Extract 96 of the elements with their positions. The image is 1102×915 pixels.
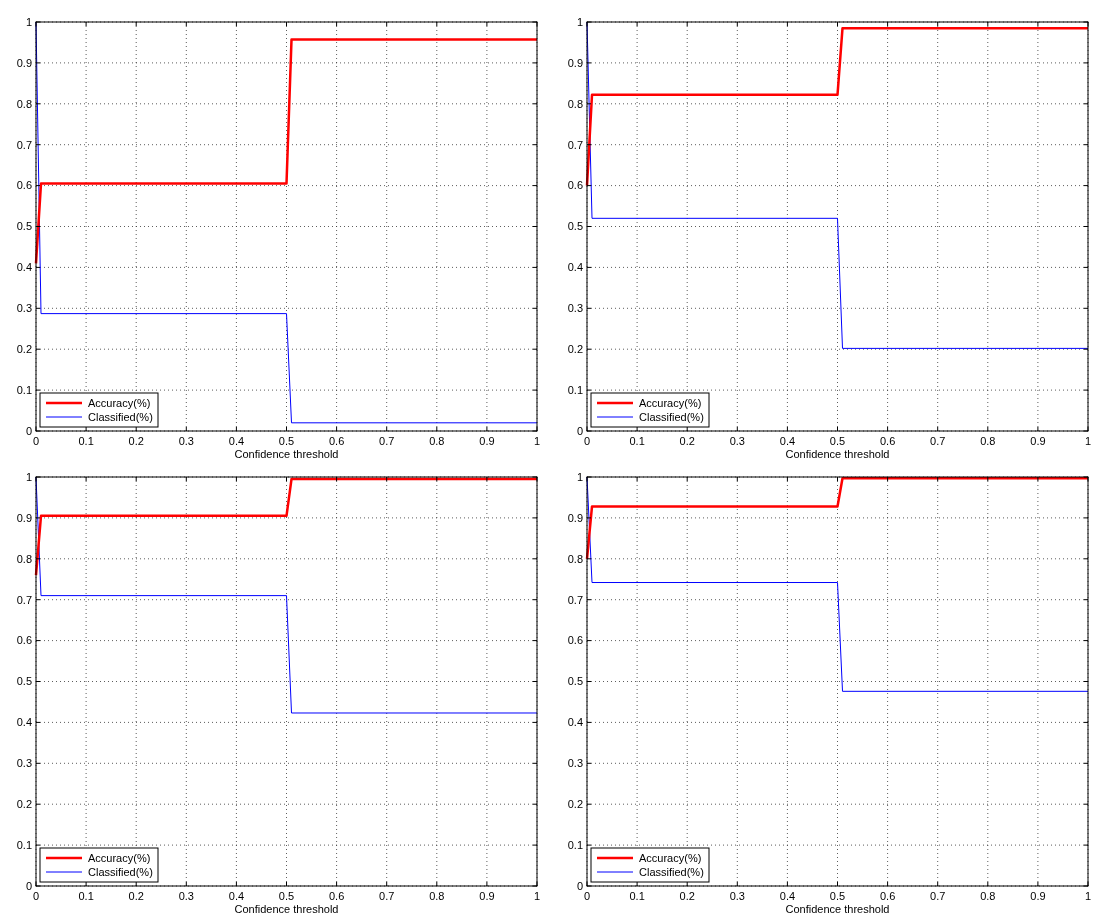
x-tick-label: 1 — [1084, 435, 1092, 447]
x-tick-label: 0.6 — [879, 890, 896, 902]
x-tick-label: 0.8 — [980, 435, 996, 447]
y-tick-label: 0.4 — [567, 261, 583, 274]
y-tick-label: 0 — [25, 879, 32, 892]
x-tick-label: 0.4 — [228, 435, 245, 447]
x-tick-label: 0.9 — [1030, 890, 1046, 902]
y-tick-label: 0.7 — [567, 593, 583, 606]
legend-label: Classified(%) — [639, 865, 704, 878]
legend-label: Classified(%) — [88, 865, 153, 878]
y-tick-label: 0.4 — [16, 261, 32, 274]
x-tick-label: 0.9 — [479, 435, 495, 447]
x-tick-label: 0.9 — [1030, 435, 1046, 447]
y-tick-label: 1 — [576, 15, 583, 28]
x-tick-label: 0.1 — [78, 890, 94, 902]
y-tick-label: 0.1 — [16, 838, 32, 851]
y-tick-label: 0.1 — [567, 838, 583, 851]
legend-label: Accuracy(%) — [639, 851, 702, 864]
y-tick-label: 0.3 — [16, 302, 32, 315]
y-tick-label: 0.3 — [16, 757, 32, 770]
x-axis-title: Confidence threshold — [785, 448, 890, 460]
x-tick-label: 1 — [1084, 890, 1092, 902]
y-tick-label: 0.9 — [567, 511, 583, 524]
y-tick-label: 0.3 — [567, 757, 583, 770]
y-tick-label: 0.6 — [16, 634, 32, 647]
y-tick-label: 0.8 — [567, 552, 583, 565]
x-tick-label: 0.2 — [679, 435, 695, 447]
x-tick-label: 0.4 — [779, 890, 796, 902]
y-tick-label: 0.2 — [16, 798, 32, 811]
x-tick-label: 0.6 — [879, 435, 896, 447]
y-tick-label: 1 — [576, 470, 583, 483]
x-tick-label: 0.8 — [429, 890, 445, 902]
y-tick-label: 0.2 — [16, 343, 32, 356]
x-tick-label: 0.3 — [178, 890, 194, 902]
y-tick-label: 0.7 — [16, 138, 32, 151]
legend-label: Classified(%) — [88, 410, 153, 423]
y-tick-label: 0.6 — [567, 634, 583, 647]
x-tick-label: 0.7 — [379, 890, 395, 902]
x-axis-title: Confidence threshold — [785, 903, 890, 915]
x-tick-label: 0.6 — [328, 435, 345, 447]
x-tick-label: 0.3 — [178, 435, 194, 447]
y-tick-label: 0.5 — [16, 220, 32, 233]
x-tick-label: 0.5 — [829, 435, 846, 447]
y-tick-label: 0 — [576, 879, 583, 892]
legend-label: Accuracy(%) — [88, 396, 151, 409]
legend-label: Classified(%) — [639, 410, 704, 423]
x-tick-label: 0.4 — [228, 890, 245, 902]
y-tick-label: 0.5 — [16, 675, 32, 688]
legend-label: Accuracy(%) — [639, 396, 702, 409]
y-tick-label: 0.9 — [16, 511, 32, 524]
x-tick-label: 0.7 — [930, 435, 946, 447]
x-tick-label: 0.2 — [128, 435, 144, 447]
y-tick-label: 0.4 — [567, 716, 583, 729]
x-tick-label: 0.5 — [829, 890, 846, 902]
x-tick-label: 0.4 — [779, 435, 796, 447]
x-tick-label: 0.1 — [629, 890, 645, 902]
x-tick-label: 0.5 — [278, 890, 295, 902]
x-axis-title: Confidence threshold — [234, 448, 339, 460]
y-tick-label: 0.6 — [567, 179, 583, 192]
x-tick-label: 0.2 — [128, 890, 144, 902]
y-tick-label: 0.9 — [567, 56, 583, 69]
x-tick-label: 0.8 — [429, 435, 445, 447]
y-tick-label: 0.2 — [567, 343, 583, 356]
x-tick-label: 1 — [533, 890, 541, 902]
y-tick-label: 0 — [25, 424, 32, 437]
y-tick-label: 0.8 — [16, 552, 32, 565]
x-tick-label: 0.8 — [980, 890, 996, 902]
x-tick-label: 0.2 — [679, 890, 695, 902]
y-tick-label: 0.9 — [16, 56, 32, 69]
y-tick-label: 1 — [25, 470, 32, 483]
y-tick-label: 0.3 — [567, 302, 583, 315]
y-tick-label: 0.5 — [567, 220, 583, 233]
x-tick-label: 0.7 — [930, 890, 946, 902]
y-tick-label: 0.5 — [567, 675, 583, 688]
x-axis-title: Confidence threshold — [234, 903, 339, 915]
y-tick-label: 0.8 — [16, 97, 32, 110]
y-tick-label: 0.4 — [16, 716, 32, 729]
y-tick-label: 0.6 — [16, 179, 32, 192]
x-tick-label: 0.6 — [328, 890, 345, 902]
x-tick-label: 0.3 — [729, 435, 745, 447]
x-tick-label: 0.3 — [729, 890, 745, 902]
x-tick-label: 1 — [533, 435, 541, 447]
y-tick-label: 0.1 — [567, 383, 583, 396]
y-tick-label: 0.7 — [16, 593, 32, 606]
y-tick-label: 1 — [25, 15, 32, 28]
x-tick-label: 0.5 — [278, 435, 295, 447]
x-tick-label: 0.1 — [78, 435, 94, 447]
y-tick-label: 0.1 — [16, 383, 32, 396]
y-tick-label: 0.8 — [567, 97, 583, 110]
x-tick-label: 0.1 — [629, 435, 645, 447]
x-tick-label: 0.9 — [479, 890, 495, 902]
y-tick-label: 0.2 — [567, 798, 583, 811]
y-tick-label: 0 — [576, 424, 583, 437]
legend-label: Accuracy(%) — [88, 851, 151, 864]
x-tick-label: 0.7 — [379, 435, 395, 447]
y-tick-label: 0.7 — [567, 138, 583, 151]
